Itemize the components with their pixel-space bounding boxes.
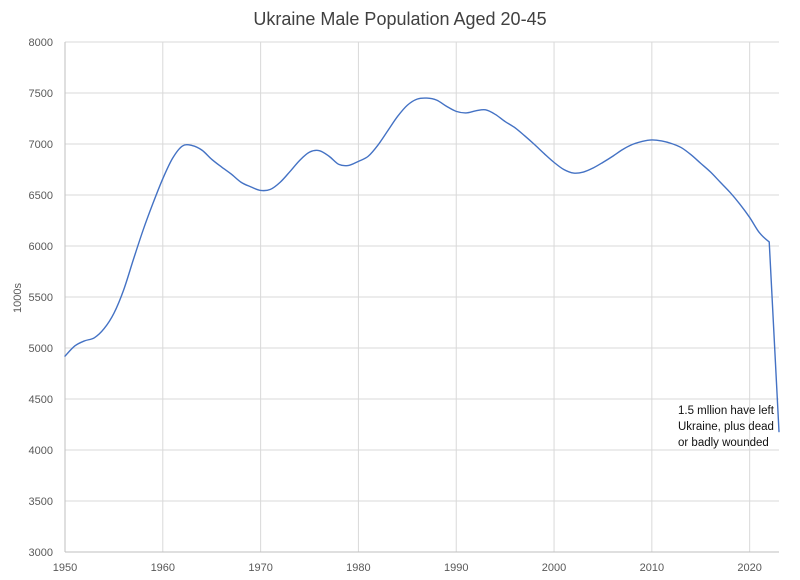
- series-layer: [64, 97, 780, 433]
- annotation-line: Ukraine, plus dead: [678, 421, 774, 433]
- gridlines: [65, 41, 779, 553]
- x-tick-label: 1980: [346, 562, 370, 574]
- y-tick-label: 3000: [29, 547, 53, 559]
- y-tick-label: 4000: [29, 445, 53, 457]
- x-tick-label: 2020: [737, 562, 761, 574]
- x-tick-label: 2000: [542, 562, 566, 574]
- y-tick-label: 6000: [29, 241, 53, 253]
- x-tick-label: 1960: [151, 562, 175, 574]
- axes: 3000 3500 4000 4500 5000 5500 6000 6500 7000 7500…: [29, 37, 779, 574]
- y-tick-label: 5500: [29, 292, 53, 304]
- annotation: 1.5 mllion have left Ukraine, plus dead or…: [678, 405, 775, 449]
- annotation-line: or badly wounded: [678, 437, 769, 449]
- y-tick-label: 8000: [29, 37, 53, 49]
- x-tick-label: 1990: [444, 562, 468, 574]
- series-line: [64, 97, 780, 433]
- y-axis-label: 1000s: [12, 283, 24, 313]
- annotation-line: 1.5 mllion have left: [678, 405, 775, 417]
- y-tick-label: 6500: [29, 190, 53, 202]
- y-tick-label: 7000: [29, 139, 53, 151]
- y-tick-label: 7500: [29, 88, 53, 100]
- x-tick-label: 1950: [53, 562, 77, 574]
- y-tick-label: 5000: [29, 343, 53, 355]
- chart-title: Ukraine Male Population Aged 20-45: [253, 9, 546, 29]
- x-tick-label: 1970: [248, 562, 272, 574]
- y-tick-label: 3500: [29, 496, 53, 508]
- y-tick-label: 4500: [29, 394, 53, 406]
- x-tick-label: 2010: [640, 562, 664, 574]
